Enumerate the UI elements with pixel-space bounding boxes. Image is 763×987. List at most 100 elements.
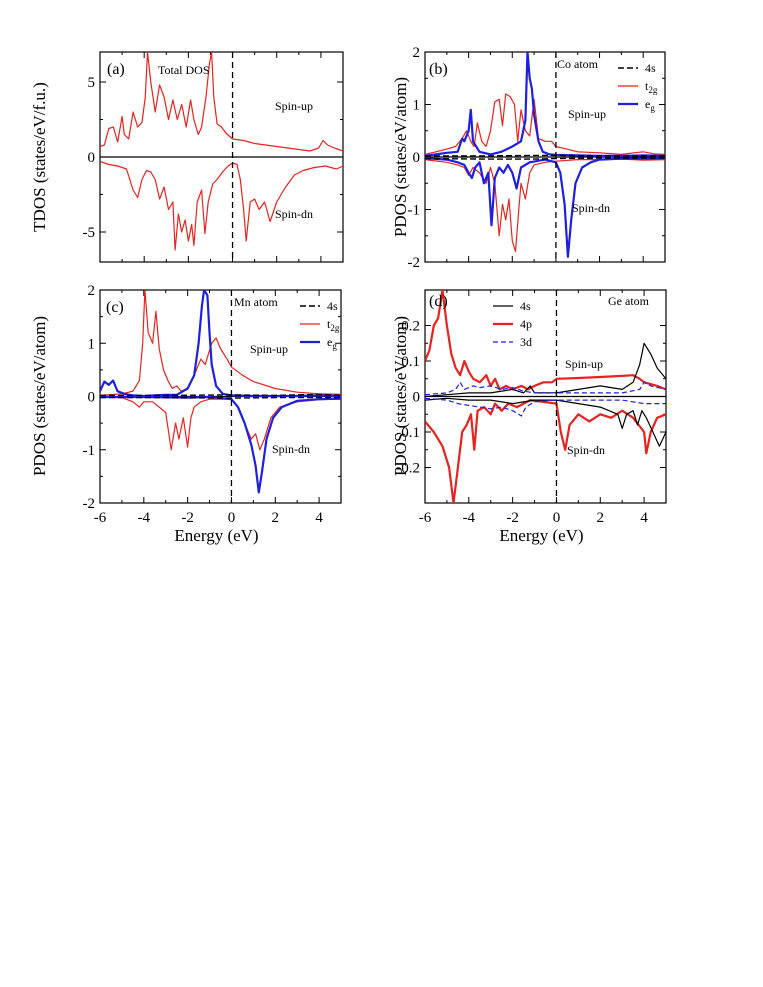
- spin-up-label: Spin-up: [250, 342, 288, 356]
- legend-label-main: e: [327, 335, 332, 349]
- legend-label-main: 4s: [520, 299, 531, 313]
- series-4s-dn: [425, 397, 666, 447]
- x-tick-label: -2: [181, 510, 194, 526]
- series-4s-dn: [100, 396, 341, 399]
- legend-label: 4s: [327, 299, 338, 313]
- y-tick-label: 0.2: [401, 319, 420, 335]
- panel-c: -2 -1 0 1 2 -6 -4 -2 0 2 4 (c) Mn atom Spin-up Spin-dn…: [30, 283, 342, 545]
- x-tick-label: -6: [94, 510, 107, 526]
- panel-label: (c): [106, 299, 124, 316]
- series-eg-up: [425, 52, 665, 157]
- y-tick-label: 5: [88, 75, 96, 91]
- x-tick-label: -6: [419, 510, 432, 526]
- legend-label: eg: [327, 335, 337, 351]
- spin-up-label: Spin-up: [568, 107, 606, 121]
- spin-dn-label: Spin-dn: [275, 207, 313, 221]
- legend-label-main: 4s: [645, 61, 656, 75]
- series-eg-dn: [425, 157, 665, 258]
- legend: 4s t2g eg: [618, 61, 658, 113]
- x-tick-label: 4: [315, 510, 323, 526]
- panel-label: (b): [429, 61, 448, 78]
- y-tick-label: 1: [88, 336, 96, 352]
- y-axis-label: PDOS (states/eV/atom): [391, 316, 410, 476]
- y-tick-label: 0.1: [401, 354, 420, 370]
- legend-label: 4s: [520, 299, 531, 313]
- legend-label-main: t: [327, 317, 331, 331]
- y-tick-label: 0: [88, 390, 96, 406]
- legend-label: 3d: [520, 335, 532, 349]
- legend-label-sub: g: [650, 103, 655, 113]
- series-total-dn: [100, 160, 343, 251]
- legend-label-main: 4s: [327, 299, 338, 313]
- panel-label: (d): [429, 293, 448, 310]
- panel-title: Mn atom: [234, 295, 278, 309]
- legend-label-main: 4p: [520, 317, 532, 331]
- x-tick-label: -4: [463, 510, 476, 526]
- x-tick-label: 0: [553, 510, 561, 526]
- panel-title: Co atom: [557, 57, 599, 71]
- legend-label-main: t: [645, 79, 649, 93]
- y-tick-label: -2: [408, 255, 421, 271]
- x-axis-label: Energy (eV): [174, 526, 258, 545]
- series-total-up: [100, 52, 343, 152]
- series-4s-up: [425, 342, 666, 398]
- legend: 4s 4p 3d: [493, 299, 532, 349]
- legend-label: eg: [645, 97, 655, 113]
- series-4s-up: [425, 154, 665, 157]
- panel-a: -5 0 5 (a) Total DOS Spin-up Spin-dn TDOS (stat…: [30, 51, 344, 263]
- series-t2g-dn: [100, 396, 341, 451]
- x-tick-label: 4: [640, 510, 648, 526]
- y-axis-label: TDOS (states/eV/f.u.): [30, 82, 49, 232]
- x-tick-label: 2: [272, 510, 280, 526]
- series-4s-up: [100, 393, 341, 397]
- y-tick-label: 0: [413, 150, 421, 166]
- y-tick-label: 1: [413, 98, 421, 114]
- y-tick-label: -5: [83, 225, 96, 241]
- legend-label: t2g: [645, 79, 658, 95]
- y-tick-label: -0.1: [396, 425, 420, 441]
- x-tick-label: 0: [228, 510, 236, 526]
- legend-label-sub: g: [332, 341, 337, 351]
- panel-b: -2 -1 0 1 2 (b) Co atom Spin-up Spin-dn PDOS (sta…: [391, 45, 666, 271]
- y-axis-label: PDOS (states/eV/atom): [391, 77, 410, 237]
- series-4s-dn: [425, 157, 665, 160]
- legend-label: 4s: [645, 61, 656, 75]
- series-eg-up: [100, 290, 341, 398]
- spin-dn-label: Spin-dn: [272, 442, 310, 456]
- spin-dn-label: Spin-dn: [572, 201, 610, 215]
- y-tick-label: -1: [408, 203, 421, 219]
- legend-label-sub: 2g: [330, 323, 340, 333]
- spin-up-label: Spin-up: [565, 357, 603, 371]
- legend-label-main: 3d: [520, 335, 532, 349]
- legend-label-sub: 2g: [648, 85, 658, 95]
- legend: 4s t2g eg: [300, 299, 340, 351]
- spin-up-label: Spin-up: [275, 99, 313, 113]
- x-tick-label: 2: [597, 510, 605, 526]
- y-tick-label: 2: [88, 283, 96, 299]
- series-4p-dn: [425, 399, 666, 503]
- series-3d-dn: [425, 397, 666, 417]
- panel-title: Ge atom: [608, 294, 650, 308]
- panel-title: Total DOS: [158, 63, 210, 77]
- y-tick-label: 0: [413, 390, 421, 406]
- y-tick-label: -1: [83, 443, 96, 459]
- series-3d-up: [425, 381, 666, 396]
- x-axis-label: Energy (eV): [499, 526, 583, 545]
- series-t2g-up: [425, 93, 665, 155]
- legend-label-main: e: [645, 97, 650, 111]
- y-tick-label: -0.2: [396, 461, 420, 477]
- spin-dn-label: Spin-dn: [567, 443, 605, 457]
- legend-label: t2g: [327, 317, 340, 333]
- y-tick-label: -2: [83, 496, 96, 512]
- y-tick-label: 0: [88, 150, 96, 166]
- panel-d: -0.2 -0.1 0 0.1 0.2 -6 -4 -2 0 2 4 (d) Ge atom Spin-u…: [391, 289, 667, 545]
- panel-label: (a): [107, 61, 125, 78]
- y-axis-label: PDOS (states/eV/atom): [30, 316, 49, 476]
- x-tick-label: -4: [138, 510, 151, 526]
- legend-label: 4p: [520, 317, 532, 331]
- series-t2g-dn: [425, 158, 665, 253]
- series-4p-up: [425, 290, 666, 391]
- y-tick-label: 2: [413, 45, 421, 61]
- x-tick-label: -2: [506, 510, 519, 526]
